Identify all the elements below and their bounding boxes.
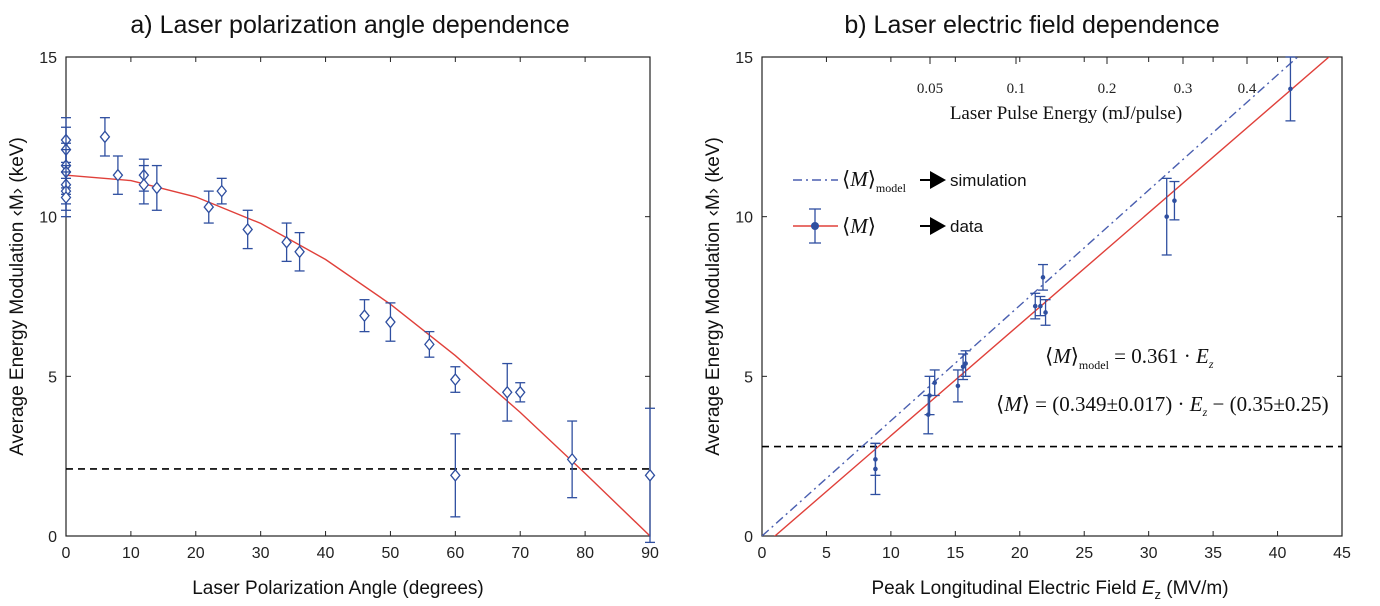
legend-data-text: data	[950, 217, 984, 236]
data-point	[242, 222, 254, 236]
x-tick-label: 25	[1075, 545, 1093, 562]
x-tick-label: 60	[446, 545, 464, 562]
plot-frame	[65, 56, 651, 537]
legend-data-label: ⟨M⟩	[842, 214, 876, 238]
x-tick-label: 50	[382, 545, 400, 562]
y-tick-label: 10	[39, 210, 57, 227]
data-point	[203, 200, 215, 214]
data-point	[151, 181, 163, 195]
data-point	[449, 468, 461, 482]
x-tick-label: 20	[187, 545, 205, 562]
secondary-x-tick-label: 0.1	[1007, 81, 1026, 97]
data-point	[60, 190, 72, 205]
legend-arrow-icon	[930, 171, 946, 189]
data-point	[216, 184, 228, 198]
data-point	[501, 385, 513, 399]
data-point	[281, 235, 292, 249]
legend-data-point	[811, 222, 819, 230]
x-tick-label: 20	[1011, 545, 1029, 562]
x-axis-label: Peak Longitudinal Electric Field Ez (MV/…	[871, 578, 1228, 602]
x-tick-label: 30	[252, 545, 270, 562]
fit-equation: ⟨M⟩ = (0.349±0.017) · Ez − (0.35±0.25)	[996, 392, 1329, 419]
legend-arrow-icon	[930, 217, 946, 235]
x-tick-label: 10	[882, 545, 900, 562]
data-point	[1032, 303, 1038, 309]
y-tick-label: 5	[48, 369, 57, 386]
data-point	[1288, 86, 1293, 92]
fit-curve	[66, 174, 650, 536]
secondary-x-axis-label: Laser Pulse Energy (mJ/pulse)	[950, 103, 1182, 124]
fit-line	[773, 57, 1330, 536]
data-point	[1164, 214, 1170, 219]
data-point	[960, 364, 966, 370]
model-equation: ⟨M⟩model = 0.361 · Ez	[1045, 344, 1214, 372]
data-point	[138, 178, 150, 192]
data-point	[112, 168, 124, 182]
secondary-x-tick-label: 0.3	[1174, 81, 1193, 97]
x-tick-label: 40	[1269, 545, 1287, 562]
data-point	[1038, 303, 1043, 309]
data-point	[932, 380, 938, 386]
data-point	[514, 385, 526, 399]
x-axis-label: Laser Polarization Angle (degrees)	[192, 578, 484, 599]
y-tick-label: 15	[39, 50, 57, 67]
data-point	[359, 309, 370, 323]
x-tick-label: 0	[62, 545, 71, 562]
x-tick-label: 45	[1333, 545, 1351, 562]
x-tick-label: 90	[641, 545, 659, 562]
y-tick-label: 10	[735, 210, 753, 227]
chart-title: a) Laser polarization angle dependence	[130, 11, 569, 39]
y-tick-label: 0	[48, 529, 57, 546]
data-point	[955, 383, 961, 389]
y-tick-label: 0	[744, 529, 753, 546]
data-point	[99, 130, 111, 144]
x-tick-label: 15	[946, 545, 964, 562]
data-point	[963, 361, 968, 366]
panel-a: a) Laser polarization angle dependence 0 1…	[7, 11, 659, 599]
x-tick-label: 40	[317, 545, 335, 562]
x-tick-label: 70	[511, 545, 529, 562]
data-point	[1172, 198, 1177, 203]
data-point	[385, 315, 396, 329]
legend: ⟨M⟩model simulation ⟨M⟩ data	[793, 167, 1027, 244]
data-point	[644, 468, 656, 482]
data-point	[927, 393, 932, 398]
data-point	[1040, 275, 1046, 280]
plot-frame	[761, 56, 1343, 537]
model-line	[762, 57, 1299, 536]
data-point	[424, 337, 435, 351]
y-axis-label: Average Energy Modulation ‹M› (keV)	[7, 137, 28, 456]
data-point	[1043, 310, 1048, 315]
secondary-x-tick-label: 0.05	[917, 81, 943, 97]
legend-simulation-label: simulation	[950, 171, 1027, 190]
y-tick-label: 5	[744, 369, 753, 386]
y-axis-label: Average Energy Modulation ‹M› (keV)	[703, 137, 724, 456]
data-point	[873, 457, 878, 462]
legend-model-label: ⟨M⟩model	[842, 167, 907, 195]
x-tick-label: 10	[122, 545, 140, 562]
data-point	[566, 452, 578, 466]
x-tick-label: 35	[1204, 545, 1222, 562]
x-tick-label: 0	[758, 545, 767, 562]
secondary-x-tick-label: 0.4	[1238, 81, 1257, 97]
chart-title: b) Laser electric field dependence	[844, 11, 1219, 39]
y-tick-label: 15	[735, 50, 753, 67]
panel-b: b) Laser electric field dependence 0 5 10 15…	[703, 11, 1351, 602]
x-tick-label: 80	[576, 545, 594, 562]
secondary-x-tick-label: 0.2	[1098, 81, 1117, 97]
data-point	[449, 373, 461, 387]
x-tick-label: 5	[822, 545, 831, 562]
data-point	[294, 245, 305, 259]
x-tick-label: 30	[1140, 545, 1158, 562]
